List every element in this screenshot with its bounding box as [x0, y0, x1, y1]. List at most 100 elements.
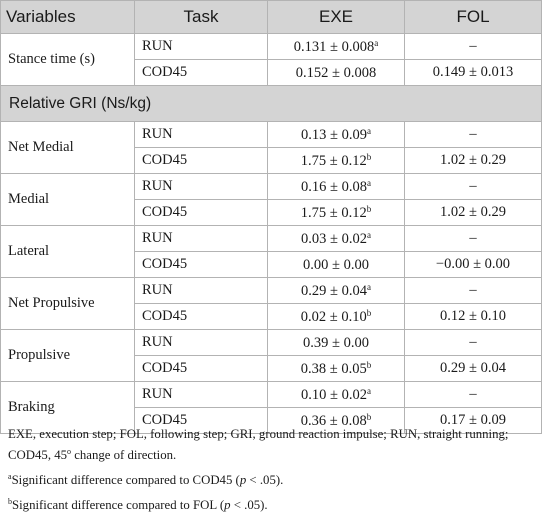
exe-cell: 0.36 ± 0.08b [267, 407, 405, 434]
exe-cell: 0.152 ± 0.008 [267, 59, 405, 86]
exe-cell: 0.29 ± 0.04a [267, 277, 405, 304]
header-row: Variables Task EXE FOL [0, 0, 542, 34]
results-table: Variables Task EXE FOL Stance time (s) RU… [0, 0, 542, 434]
table-row: Medial RUN 0.16 ± 0.08a – [0, 173, 542, 226]
footnote-a: aSignificant difference compared to COD4… [8, 468, 536, 489]
exe-value: 0.16 ± 0.08 [301, 178, 367, 195]
table-row: COD45 1.75 ± 0.12b 1.02 ± 0.29 [1, 199, 542, 226]
exe-superscript: a [366, 125, 371, 136]
exe-value: 0.13 ± 0.09 [301, 126, 367, 143]
exe-value: 0.03 ± 0.02 [301, 230, 367, 247]
exe-value: 0.36 ± 0.08 [300, 412, 367, 429]
exe-value: 0.10 ± 0.02 [301, 386, 367, 403]
fol-cell: – [404, 225, 542, 252]
task-cell: COD45 [134, 199, 268, 226]
fol-cell: 1.02 ± 0.29 [404, 199, 542, 226]
table-row: COD45 1.75 ± 0.12b 1.02 ± 0.29 [1, 147, 542, 174]
exe-cell: 0.00 ± 0.00 [267, 251, 405, 278]
task-cell: RUN [134, 225, 268, 252]
exe-superscript: a [366, 177, 371, 188]
exe-superscript: b [366, 307, 372, 318]
abbreviations-text: EXE, execution step; FOL, following step… [8, 427, 509, 462]
exe-cell: 1.75 ± 0.12b [267, 147, 405, 174]
exe-cell: 0.03 ± 0.02a [267, 225, 405, 252]
table-row: Lateral RUN 0.03 ± 0.02a – [0, 225, 542, 278]
fol-cell: 0.12 ± 0.10 [404, 303, 542, 330]
fol-cell: – [404, 277, 542, 304]
table-row: Stance time (s) RUN 0.131 ± 0.008a – [0, 33, 542, 86]
header-variables: Variables [0, 0, 135, 34]
variable-label: Stance time (s) [0, 33, 135, 86]
degree-superscript: o [67, 447, 72, 456]
task-cell: RUN [134, 173, 268, 200]
footnote-a-text: Significant difference compared to COD45… [11, 473, 240, 487]
fol-cell: 0.29 ± 0.04 [404, 355, 542, 382]
table-row: COD45 0.38 ± 0.05b 0.29 ± 0.04 [1, 355, 542, 382]
exe-cell: 1.75 ± 0.12b [267, 199, 405, 226]
fol-cell: 0.17 ± 0.09 [404, 407, 542, 434]
table-row: COD45 0.00 ± 0.00 −0.00 ± 0.00 [1, 251, 542, 278]
footnote-b-tail: < .05). [230, 498, 268, 512]
footnote-b-mark: b [8, 497, 12, 506]
header-task: Task [134, 0, 268, 34]
footnote-a-mark: a [8, 472, 12, 481]
fol-cell: 0.149 ± 0.013 [404, 59, 542, 86]
table-row: Net Propulsive RUN 0.29 ± 0.04a – [0, 277, 542, 330]
exe-value: 1.75 ± 0.12 [300, 204, 367, 221]
task-cell: RUN [134, 329, 268, 356]
fol-cell: – [404, 173, 542, 200]
table-row: Net Medial RUN 0.13 ± 0.09a – [0, 121, 542, 174]
footnote-a-tail: < .05). [246, 473, 284, 487]
task-cell: COD45 [134, 251, 268, 278]
table-body: Stance time (s) RUN 0.131 ± 0.008a – COD45 0.… [0, 33, 542, 434]
fol-cell: – [404, 121, 542, 148]
footnote-b-text: Significant difference compared to FOL ( [12, 498, 225, 512]
exe-cell: 0.13 ± 0.09a [267, 121, 405, 148]
exe-cell: 0.16 ± 0.08a [267, 173, 405, 200]
exe-superscript: a [366, 281, 371, 292]
exe-superscript: b [366, 151, 372, 162]
exe-value: 0.39 ± 0.00 [303, 334, 369, 351]
fol-cell: – [404, 329, 542, 356]
variable-label: Net Medial [0, 121, 135, 174]
exe-cell: 0.131 ± 0.008a [267, 33, 405, 60]
table-row: Propulsive RUN 0.39 ± 0.00 – [0, 329, 542, 382]
table-row: COD45 0.36 ± 0.08b 0.17 ± 0.09 [1, 407, 542, 434]
task-cell: RUN [134, 33, 268, 60]
exe-cell: 0.38 ± 0.05b [267, 355, 405, 382]
exe-value: 1.75 ± 0.12 [300, 152, 367, 169]
footnote-b-p: p [224, 498, 231, 512]
exe-value: 0.00 ± 0.00 [303, 256, 369, 273]
abbreviations-end: change of direction. [71, 448, 177, 462]
table-notes: EXE, execution step; FOL, following step… [8, 426, 536, 514]
exe-cell: 0.02 ± 0.10b [267, 303, 405, 330]
table-row: Braking RUN 0.10 ± 0.02a – [0, 381, 542, 434]
exe-value: 0.152 ± 0.008 [295, 64, 377, 81]
exe-superscript: b [366, 359, 372, 370]
task-cell: COD45 [134, 147, 268, 174]
exe-value: 0.38 ± 0.05 [300, 360, 367, 377]
exe-superscript: a [374, 37, 379, 48]
exe-cell: 0.39 ± 0.00 [267, 329, 405, 356]
variable-label: Net Propulsive [0, 277, 135, 330]
task-cell: COD45 [134, 303, 268, 330]
header-exe: EXE [267, 0, 405, 34]
fol-cell: – [404, 381, 542, 408]
fol-cell: −0.00 ± 0.00 [404, 251, 542, 278]
exe-cell: 0.10 ± 0.02a [267, 381, 405, 408]
exe-superscript: b [366, 411, 372, 422]
fol-cell: 1.02 ± 0.29 [404, 147, 542, 174]
table-row: COD45 0.152 ± 0.008 0.149 ± 0.013 [1, 59, 542, 86]
exe-value: 0.131 ± 0.008 [293, 38, 375, 55]
exe-value: 0.29 ± 0.04 [301, 282, 367, 299]
footnote-a-p: p [239, 473, 247, 487]
task-cell: RUN [134, 277, 268, 304]
task-cell: RUN [134, 381, 268, 408]
variable-label: Medial [0, 173, 135, 226]
exe-superscript: a [366, 229, 371, 240]
header-fol: FOL [404, 0, 542, 34]
footnote-b: bSignificant difference compared to FOL … [8, 493, 536, 514]
task-cell: RUN [134, 121, 268, 148]
task-cell: COD45 [134, 407, 268, 434]
section-row: Relative GRI (Ns/kg) [0, 85, 542, 122]
